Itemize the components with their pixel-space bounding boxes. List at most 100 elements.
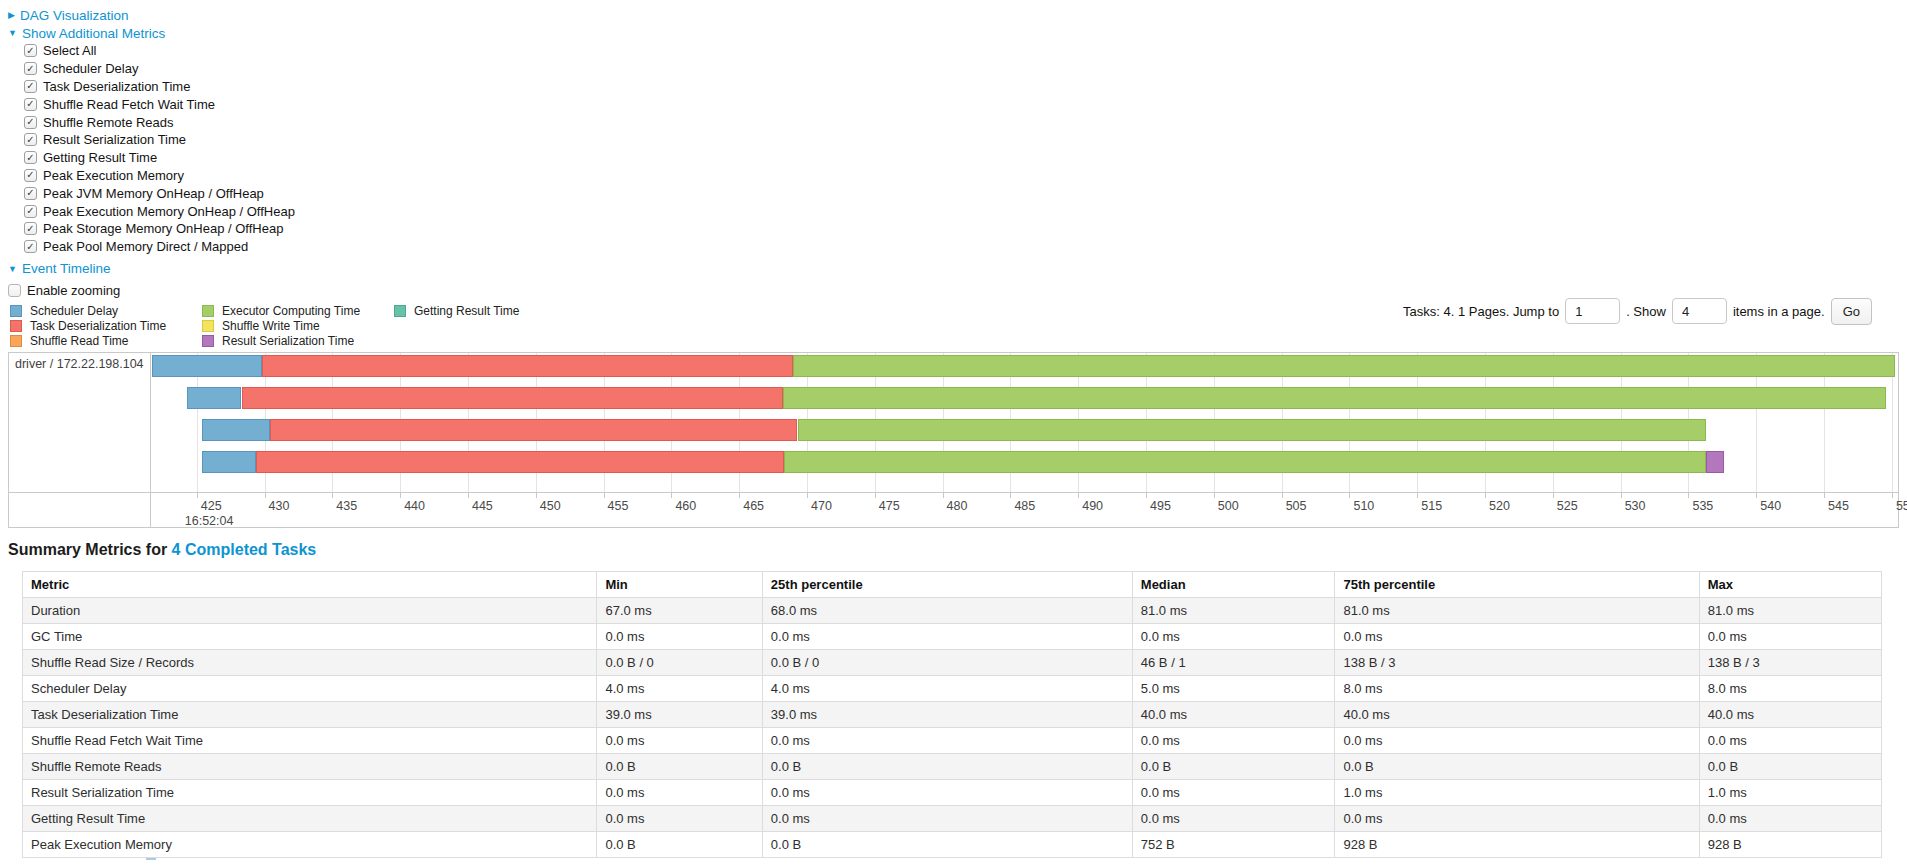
metric-value-cell: 0.0 ms bbox=[1335, 624, 1699, 650]
metric-value-cell: 8.0 ms bbox=[1335, 676, 1699, 702]
x-tick-label: 425 bbox=[201, 499, 222, 513]
legend-item: Getting Result Time bbox=[394, 304, 519, 319]
metric-value-cell: 0.0 ms bbox=[1132, 780, 1335, 806]
shuffle-write-swatch-icon bbox=[202, 320, 214, 332]
metric-checkbox[interactable]: ✓ bbox=[24, 44, 37, 57]
metric-checkbox[interactable]: ✓ bbox=[24, 62, 37, 75]
table-row: Shuffle Read Size / Records0.0 B / 00.0 … bbox=[23, 650, 1882, 676]
legend-item-label: Task Deserialization Time bbox=[30, 319, 166, 333]
x-tickmark bbox=[875, 493, 876, 498]
metric-checkbox-label: Peak Pool Memory Direct / Mapped bbox=[43, 239, 248, 254]
x-tickmark bbox=[1417, 493, 1418, 498]
show-text: . Show bbox=[1626, 304, 1666, 319]
task-bar-segment-scheduler-delay[interactable] bbox=[202, 451, 256, 473]
x-tickmark bbox=[265, 493, 266, 498]
metric-checkbox[interactable]: ✓ bbox=[24, 133, 37, 146]
metric-name-cell: GC Time bbox=[23, 624, 597, 650]
show-additional-metrics-toggle[interactable]: ▼ Show Additional Metrics bbox=[8, 24, 295, 42]
metric-value-cell: 67.0 ms bbox=[597, 598, 762, 624]
metric-value-cell: 0.0 B bbox=[762, 832, 1132, 858]
metric-value-cell: 39.0 ms bbox=[597, 702, 762, 728]
executor-label-column: driver / 172.22.198.104 bbox=[9, 353, 151, 527]
x-tick-label: 485 bbox=[1014, 499, 1035, 513]
task-bar-segment-task-deserialization[interactable] bbox=[242, 387, 783, 409]
x-tickmark bbox=[400, 493, 401, 498]
scheduler-delay-swatch-icon bbox=[10, 305, 22, 317]
metric-value-cell: 0.0 B bbox=[1132, 754, 1335, 780]
result-serialization-swatch-icon bbox=[202, 335, 214, 347]
jump-to-page-input[interactable] bbox=[1565, 298, 1620, 324]
column-header: 25th percentile bbox=[762, 572, 1132, 598]
metric-checkbox[interactable]: ✓ bbox=[24, 222, 37, 235]
x-tick-label: 525 bbox=[1557, 499, 1578, 513]
metric-checkbox[interactable]: ✓ bbox=[24, 80, 37, 93]
metric-checkbox-label: Peak Execution Memory OnHeap / OffHeap bbox=[43, 204, 295, 219]
task-bar-segment-executor-computing[interactable] bbox=[798, 419, 1707, 441]
column-header: Metric bbox=[23, 572, 597, 598]
x-tickmark bbox=[739, 493, 740, 498]
metric-value-cell: 0.0 B / 0 bbox=[597, 650, 762, 676]
metric-value-cell: 0.0 ms bbox=[1699, 624, 1881, 650]
summary-metrics-title: Summary Metrics for 4 Completed Tasks bbox=[8, 541, 316, 559]
metric-checkbox-row: ✓ Getting Result Time bbox=[24, 149, 295, 167]
x-tick-label: 460 bbox=[675, 499, 696, 513]
clipped-link-fragment bbox=[146, 858, 156, 865]
task-pagination-bar: Tasks: 4. 1 Pages. Jump to . Show items … bbox=[1440, 295, 1872, 327]
metric-checkbox-row: ✓ Task Deserialization Time bbox=[24, 78, 295, 96]
task-bar-segment-executor-computing[interactable] bbox=[784, 451, 1706, 473]
additional-metrics-checkbox-list: ✓Select All✓Scheduler Delay✓Task Deseria… bbox=[8, 42, 295, 256]
legend-item: Scheduler Delay bbox=[10, 304, 166, 319]
items-per-page-input[interactable] bbox=[1672, 298, 1727, 324]
task-bar-segment-executor-computing[interactable] bbox=[793, 355, 1894, 377]
show-additional-metrics-label: Show Additional Metrics bbox=[22, 26, 165, 41]
x-tickmark bbox=[1078, 493, 1079, 498]
x-tick-label: 495 bbox=[1150, 499, 1171, 513]
task-bar-segment-task-deserialization[interactable] bbox=[262, 355, 794, 377]
metric-checkbox-label: Task Deserialization Time bbox=[43, 79, 190, 94]
metric-checkbox[interactable]: ✓ bbox=[24, 116, 37, 129]
x-tickmark bbox=[1146, 493, 1147, 498]
legend-item-label: Getting Result Time bbox=[414, 304, 519, 318]
items-per-page-text: items in a page. bbox=[1733, 304, 1825, 319]
metric-value-cell: 39.0 ms bbox=[762, 702, 1132, 728]
event-timeline-toggle[interactable]: ▼ Event Timeline bbox=[8, 260, 295, 278]
task-bar-segment-executor-computing[interactable] bbox=[783, 387, 1887, 409]
legend-item: Result Serialization Time bbox=[202, 333, 360, 348]
x-tick-label: 490 bbox=[1082, 499, 1103, 513]
metric-checkbox[interactable]: ✓ bbox=[24, 169, 37, 182]
metric-value-cell: 0.0 ms bbox=[1132, 728, 1335, 754]
metric-checkbox-label: Getting Result Time bbox=[43, 150, 157, 165]
metric-name-cell: Peak Execution Memory bbox=[23, 832, 597, 858]
metric-value-cell: 928 B bbox=[1335, 832, 1699, 858]
x-tickmark bbox=[197, 493, 198, 498]
metric-checkbox[interactable]: ✓ bbox=[24, 205, 37, 218]
metric-checkbox[interactable]: ✓ bbox=[24, 151, 37, 164]
dag-visualization-toggle[interactable]: ▶ DAG Visualization bbox=[8, 6, 295, 24]
metric-checkbox[interactable]: ✓ bbox=[24, 98, 37, 111]
metric-value-cell: 0.0 B / 0 bbox=[762, 650, 1132, 676]
getting-result-swatch-icon bbox=[394, 305, 406, 317]
metric-value-cell: 0.0 B bbox=[762, 754, 1132, 780]
executor-computing-swatch-icon bbox=[202, 305, 214, 317]
table-row: Duration67.0 ms68.0 ms81.0 ms81.0 ms81.0… bbox=[23, 598, 1882, 624]
enable-zooming-row: Enable zooming bbox=[8, 282, 295, 300]
metric-value-cell: 0.0 B bbox=[597, 832, 762, 858]
enable-zooming-checkbox[interactable] bbox=[8, 284, 21, 297]
metric-checkbox[interactable]: ✓ bbox=[24, 187, 37, 200]
task-bar-segment-scheduler-delay[interactable] bbox=[202, 419, 270, 441]
task-bar-segment-task-deserialization[interactable] bbox=[256, 451, 784, 473]
task-bar-segment-result-serialization[interactable] bbox=[1706, 451, 1724, 473]
metric-value-cell: 138 B / 3 bbox=[1699, 650, 1881, 676]
completed-tasks-link[interactable]: 4 Completed Tasks bbox=[172, 541, 317, 558]
metric-value-cell: 0.0 ms bbox=[1132, 624, 1335, 650]
task-bar-segment-scheduler-delay[interactable] bbox=[187, 387, 241, 409]
task-bar-segment-task-deserialization[interactable] bbox=[270, 419, 798, 441]
metric-checkbox[interactable]: ✓ bbox=[24, 240, 37, 253]
metric-value-cell: 40.0 ms bbox=[1335, 702, 1699, 728]
metric-checkbox-row: ✓ Peak Storage Memory OnHeap / OffHeap bbox=[24, 220, 295, 238]
task-bar-segment-scheduler-delay[interactable] bbox=[152, 355, 262, 377]
table-row: Getting Result Time0.0 ms0.0 ms0.0 ms0.0… bbox=[23, 806, 1882, 832]
metric-checkbox-label: Peak Storage Memory OnHeap / OffHeap bbox=[43, 221, 283, 236]
go-button[interactable]: Go bbox=[1831, 298, 1872, 325]
x-tickmark bbox=[1214, 493, 1215, 498]
